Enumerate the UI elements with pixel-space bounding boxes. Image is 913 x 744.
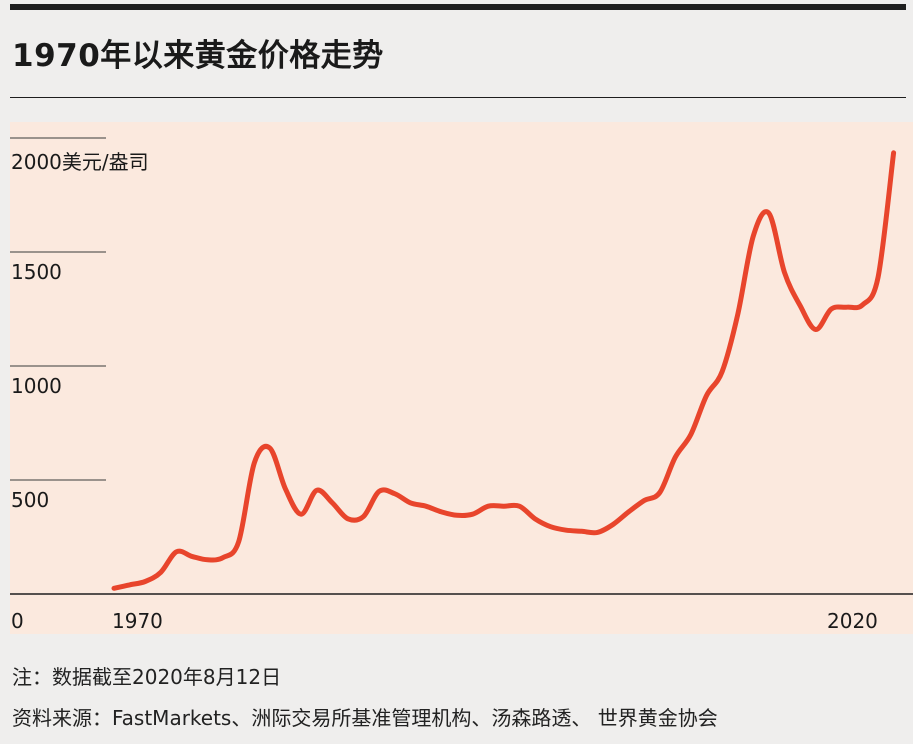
x-tick-label-1970: 1970: [112, 609, 163, 633]
y-tick-label-1000: 1000: [11, 374, 62, 398]
chart-title: 1970年以来黄金价格走势: [12, 38, 384, 74]
x-tick-label-2020: 2020: [827, 609, 878, 633]
y-tick-label-0: 0: [11, 609, 24, 633]
top-rule: [10, 4, 906, 10]
gold-price-line: [111, 150, 897, 591]
source-note: 资料来源：FastMarkets、洲际交易所基准管理机构、汤森路透、 世界黄金协…: [12, 706, 718, 730]
y-tick-label-500: 500: [11, 488, 50, 512]
title-rule: [10, 97, 906, 98]
y-tick-label-1500: 1500: [11, 260, 62, 284]
data-date-note: 注：数据截至2020年8月12日: [12, 665, 282, 689]
y-tick-label-2000: 2000美元/盎司: [11, 150, 149, 174]
plot-area: [10, 122, 913, 634]
